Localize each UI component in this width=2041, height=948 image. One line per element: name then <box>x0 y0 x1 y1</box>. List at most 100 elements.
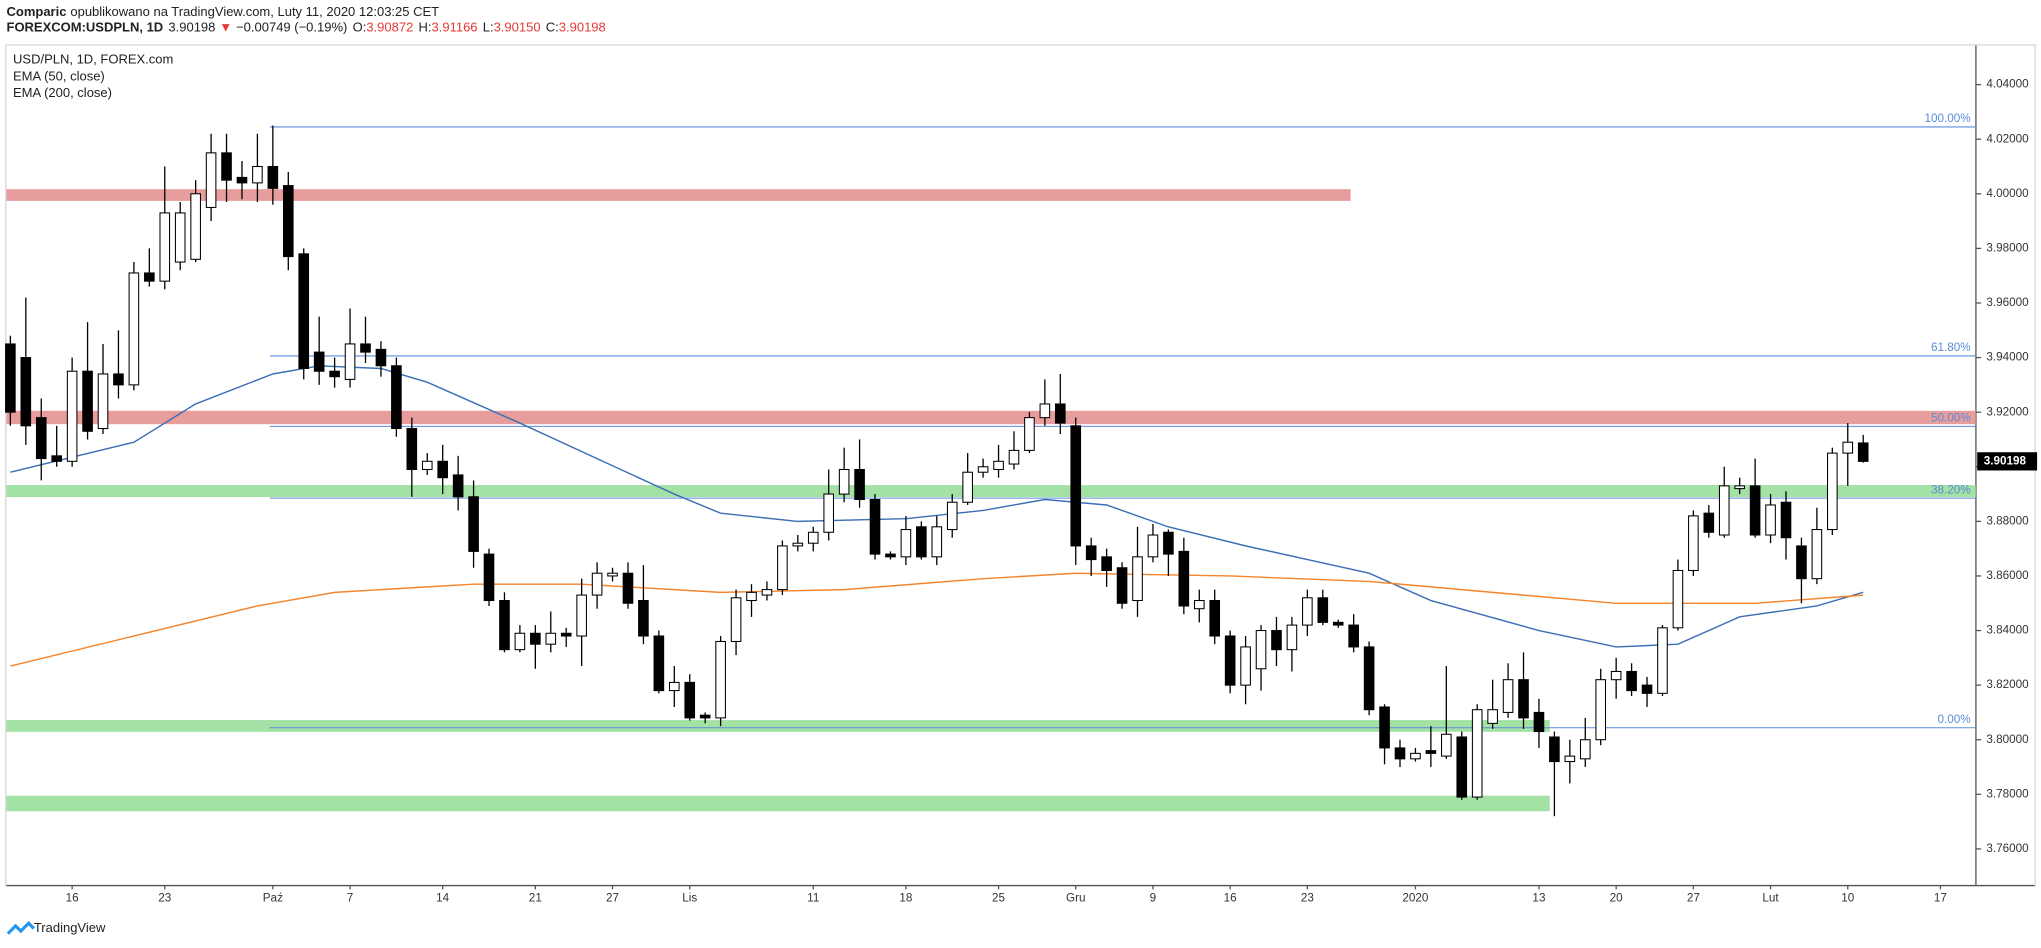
candle-body <box>1271 630 1282 651</box>
candle-body <box>931 526 943 558</box>
candle-body <box>576 594 587 637</box>
candle-body <box>236 176 248 184</box>
header-line-1: Comparic opublikowano na TradingView.com,… <box>7 4 440 19</box>
y-tick-label: 4.02000 <box>1986 132 2029 145</box>
candle-body <box>1379 706 1390 749</box>
candle-body <box>560 632 572 637</box>
x-tick-label: 17 <box>1934 892 1947 905</box>
candle-body <box>1718 485 1730 536</box>
candle-body <box>1595 679 1607 741</box>
candle-body <box>375 348 387 367</box>
candle-body <box>1734 485 1745 490</box>
candle-body <box>1533 711 1545 733</box>
x-tick-label: 23 <box>1301 892 1314 905</box>
symbol: FOREXCOM:USDPLN, 1D <box>7 20 164 35</box>
x-tick-label: Lis <box>682 892 697 905</box>
candle-body <box>807 531 819 544</box>
candle-body <box>344 343 356 380</box>
fib-label: 38.20% <box>1931 483 1971 496</box>
candle-body <box>159 212 171 282</box>
candle-body <box>1410 752 1421 760</box>
x-tick-label: 10 <box>1841 892 1855 905</box>
candle-body <box>1827 452 1838 531</box>
candle-body <box>869 498 881 555</box>
candle-body <box>1518 679 1529 719</box>
legend-entry: EMA (200, close) <box>13 85 112 100</box>
candle-body <box>1487 709 1498 724</box>
fib-label: 100.00% <box>1925 112 1971 125</box>
candle-body <box>699 714 711 719</box>
candle-body <box>1425 750 1437 754</box>
candle-body <box>1039 403 1051 419</box>
candle-body <box>1224 635 1236 686</box>
candle-body <box>1657 627 1668 694</box>
fib-label: 50.00% <box>1931 412 1971 425</box>
x-tick-label: 16 <box>1224 892 1237 905</box>
candle-body <box>298 253 310 370</box>
candle-body <box>144 272 155 282</box>
candle-body <box>452 474 464 498</box>
y-tick-label: 3.76000 <box>1986 842 2029 855</box>
x-tick-label: 27 <box>606 892 619 905</box>
candle-body <box>66 370 78 462</box>
x-tick-label: 7 <box>347 892 354 905</box>
candle-body <box>406 428 418 471</box>
candle-body <box>591 572 603 596</box>
candle-body <box>1363 646 1375 711</box>
x-tick-label: 20 <box>1610 892 1624 905</box>
y-tick-label: 3.84000 <box>1986 624 2029 637</box>
candle-body <box>1441 733 1452 757</box>
candle-body <box>1317 597 1329 623</box>
candle-body <box>113 373 124 386</box>
candle-body <box>684 681 696 719</box>
x-tick-label: 13 <box>1532 892 1545 905</box>
candle-body <box>1394 747 1406 760</box>
candle-body <box>1502 679 1514 713</box>
x-tick-label: 27 <box>1687 892 1700 905</box>
candle-body <box>1085 545 1097 561</box>
candle-body <box>468 496 479 552</box>
candle-body <box>545 632 557 645</box>
candle-body <box>761 589 773 596</box>
published: opublikowano na TradingView.com, Luty 11… <box>70 4 439 19</box>
candle-body <box>1749 485 1761 536</box>
candle-body <box>514 632 526 651</box>
zone <box>6 410 1976 425</box>
candle-body <box>792 542 804 547</box>
candle-body <box>1549 736 1560 763</box>
x-tick-label: 18 <box>899 892 912 905</box>
candle-body <box>730 597 742 642</box>
candle-body <box>1302 597 1313 626</box>
candle-body <box>668 681 680 692</box>
candle-body <box>1857 442 1869 462</box>
candle-body <box>51 455 62 462</box>
zone <box>6 720 1550 732</box>
candle-body <box>622 572 634 604</box>
ohlc-label: H: <box>419 20 432 35</box>
candle-body <box>205 152 217 208</box>
fib-label: 0.00% <box>1938 713 1971 726</box>
y-tick-label: 3.78000 <box>1986 787 2029 800</box>
candle-body <box>854 468 865 501</box>
candle-body <box>1178 550 1190 607</box>
candle-body <box>653 635 665 692</box>
y-tick-label: 4.04000 <box>1986 78 2029 91</box>
candle-body <box>1240 646 1251 686</box>
candle-body <box>1055 403 1066 424</box>
candle-body <box>174 212 186 263</box>
candle-body <box>1626 670 1637 692</box>
header-line-2: FOREXCOM:USDPLN, 1D 3.90198 ▼ −0.00749 (−0.… <box>7 20 606 35</box>
candle-body <box>1255 630 1267 670</box>
candle-body <box>946 501 958 531</box>
candle-body <box>391 365 402 430</box>
candle-body <box>777 545 788 591</box>
candle-body <box>82 370 93 432</box>
candle-body <box>1765 504 1776 536</box>
candle-body <box>360 343 371 353</box>
y-tick-label: 4.00000 <box>1986 187 2029 200</box>
candle-body <box>1193 599 1205 610</box>
x-tick-label: 14 <box>436 892 450 905</box>
ohlc-value: 3.90198 <box>559 20 606 35</box>
